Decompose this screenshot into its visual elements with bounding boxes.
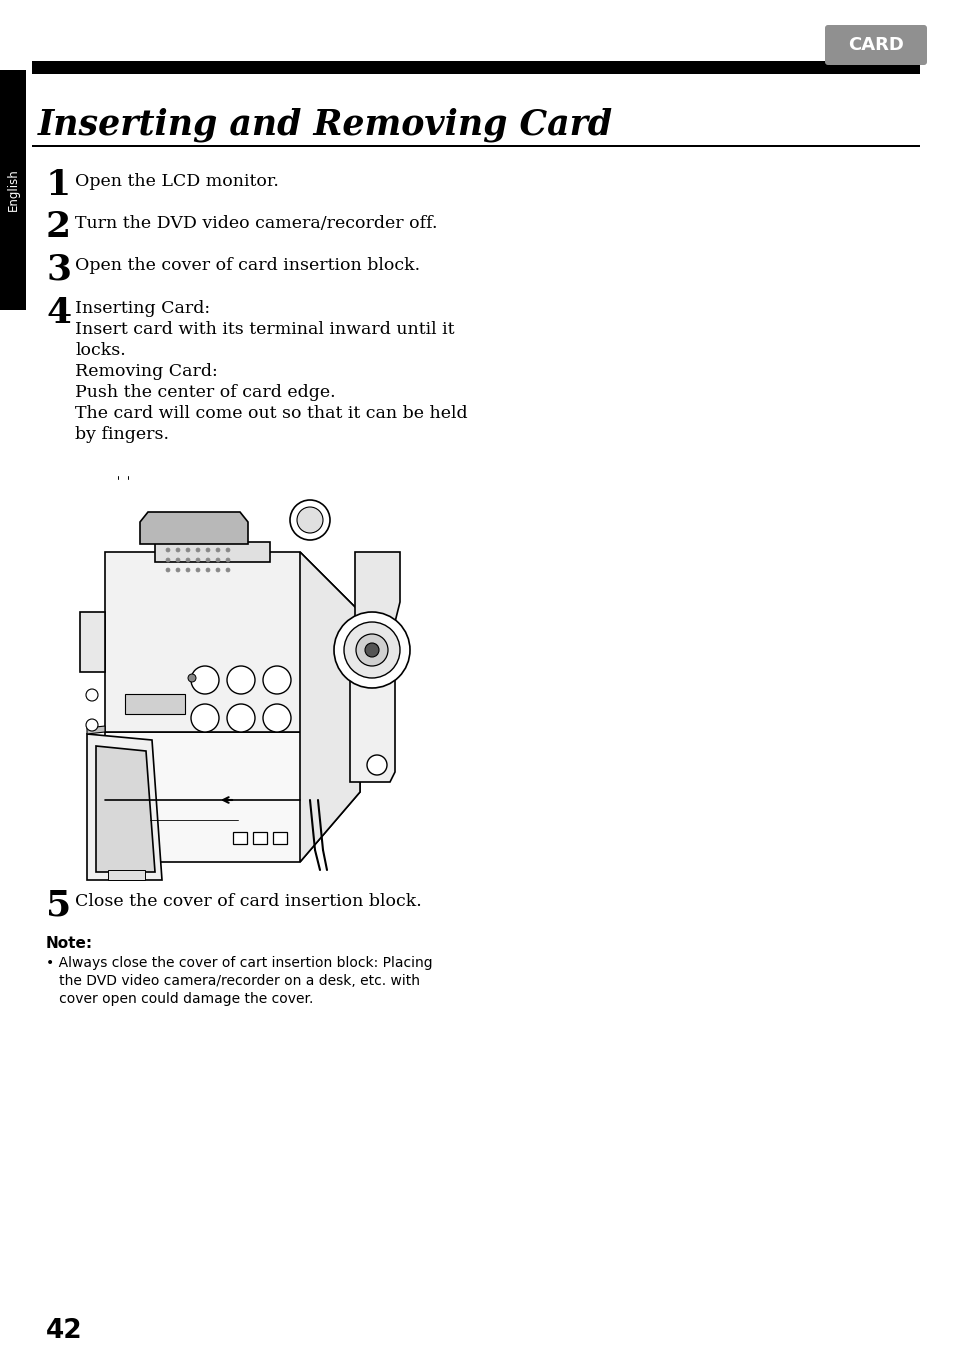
Circle shape bbox=[226, 548, 230, 552]
Text: Turn the DVD video camera/recorder off.: Turn the DVD video camera/recorder off. bbox=[75, 215, 437, 233]
Text: Inserting and Removing Card: Inserting and Removing Card bbox=[38, 108, 613, 142]
Polygon shape bbox=[105, 552, 359, 731]
Text: 1: 1 bbox=[46, 168, 71, 201]
Text: cover open could damage the cover.: cover open could damage the cover. bbox=[46, 992, 313, 1006]
Circle shape bbox=[195, 568, 200, 572]
Circle shape bbox=[227, 667, 254, 694]
Circle shape bbox=[263, 704, 291, 731]
Text: Inserting Card:: Inserting Card: bbox=[75, 300, 210, 316]
Circle shape bbox=[166, 529, 170, 531]
Text: 4: 4 bbox=[46, 296, 71, 330]
Circle shape bbox=[215, 548, 220, 552]
Circle shape bbox=[175, 568, 180, 572]
Polygon shape bbox=[233, 831, 247, 844]
Text: the DVD video camera/recorder on a desk, etc. with: the DVD video camera/recorder on a desk,… bbox=[46, 973, 419, 988]
Text: 2: 2 bbox=[46, 210, 71, 243]
Circle shape bbox=[195, 529, 200, 531]
Circle shape bbox=[344, 622, 399, 677]
Text: Open the LCD monitor.: Open the LCD monitor. bbox=[75, 173, 278, 191]
Text: Note:: Note: bbox=[46, 936, 93, 950]
Polygon shape bbox=[253, 831, 267, 844]
Bar bbox=[32, 145, 919, 147]
Circle shape bbox=[186, 568, 190, 572]
Text: Removing Card:: Removing Card: bbox=[75, 362, 217, 380]
Bar bbox=[0, 70, 26, 310]
Circle shape bbox=[186, 548, 190, 552]
Circle shape bbox=[195, 558, 200, 562]
Circle shape bbox=[334, 612, 410, 688]
Circle shape bbox=[206, 568, 210, 572]
Text: CARD: CARD bbox=[847, 37, 903, 54]
Polygon shape bbox=[87, 726, 105, 734]
Polygon shape bbox=[105, 731, 359, 863]
Circle shape bbox=[186, 529, 190, 531]
Circle shape bbox=[226, 558, 230, 562]
Polygon shape bbox=[96, 746, 154, 872]
Circle shape bbox=[367, 754, 387, 775]
Circle shape bbox=[86, 719, 98, 731]
Circle shape bbox=[186, 558, 190, 562]
Text: Open the cover of card insertion block.: Open the cover of card insertion block. bbox=[75, 257, 419, 274]
Circle shape bbox=[226, 538, 230, 542]
Polygon shape bbox=[299, 552, 359, 863]
Circle shape bbox=[206, 529, 210, 531]
Text: The card will come out so that it can be held: The card will come out so that it can be… bbox=[75, 406, 467, 422]
Circle shape bbox=[175, 548, 180, 552]
Polygon shape bbox=[108, 869, 145, 880]
Circle shape bbox=[195, 538, 200, 542]
Text: English: English bbox=[7, 169, 19, 211]
Text: 42: 42 bbox=[46, 1318, 83, 1344]
Circle shape bbox=[188, 675, 195, 681]
Circle shape bbox=[215, 558, 220, 562]
Circle shape bbox=[175, 558, 180, 562]
Circle shape bbox=[191, 704, 219, 731]
Circle shape bbox=[191, 667, 219, 694]
Circle shape bbox=[290, 500, 330, 539]
Circle shape bbox=[215, 568, 220, 572]
Circle shape bbox=[86, 690, 98, 700]
Circle shape bbox=[166, 538, 170, 542]
Text: by fingers.: by fingers. bbox=[75, 426, 169, 443]
Circle shape bbox=[166, 558, 170, 562]
Polygon shape bbox=[355, 552, 399, 622]
Circle shape bbox=[206, 558, 210, 562]
Circle shape bbox=[215, 529, 220, 531]
Circle shape bbox=[227, 704, 254, 731]
Polygon shape bbox=[273, 831, 287, 844]
Text: Push the center of card edge.: Push the center of card edge. bbox=[75, 384, 335, 402]
Circle shape bbox=[175, 538, 180, 542]
Polygon shape bbox=[87, 734, 162, 880]
Polygon shape bbox=[350, 622, 395, 781]
Circle shape bbox=[175, 529, 180, 531]
Circle shape bbox=[263, 667, 291, 694]
Circle shape bbox=[365, 644, 378, 657]
Circle shape bbox=[215, 538, 220, 542]
Circle shape bbox=[206, 538, 210, 542]
Text: 3: 3 bbox=[46, 251, 71, 287]
Circle shape bbox=[226, 568, 230, 572]
Circle shape bbox=[195, 548, 200, 552]
Polygon shape bbox=[154, 542, 270, 562]
Circle shape bbox=[166, 568, 170, 572]
Text: • Always close the cover of cart insertion block: Placing: • Always close the cover of cart inserti… bbox=[46, 956, 432, 969]
Bar bbox=[32, 61, 919, 74]
Circle shape bbox=[186, 538, 190, 542]
Circle shape bbox=[226, 529, 230, 531]
Text: 5: 5 bbox=[46, 888, 71, 922]
Polygon shape bbox=[80, 612, 105, 672]
Circle shape bbox=[296, 507, 323, 533]
Circle shape bbox=[355, 634, 388, 667]
FancyBboxPatch shape bbox=[824, 24, 926, 65]
Circle shape bbox=[166, 548, 170, 552]
Polygon shape bbox=[140, 512, 248, 544]
Circle shape bbox=[206, 548, 210, 552]
Text: Close the cover of card insertion block.: Close the cover of card insertion block. bbox=[75, 894, 421, 910]
Text: locks.: locks. bbox=[75, 342, 126, 360]
Text: Insert card with its terminal inward until it: Insert card with its terminal inward unt… bbox=[75, 320, 454, 338]
Polygon shape bbox=[125, 694, 185, 714]
